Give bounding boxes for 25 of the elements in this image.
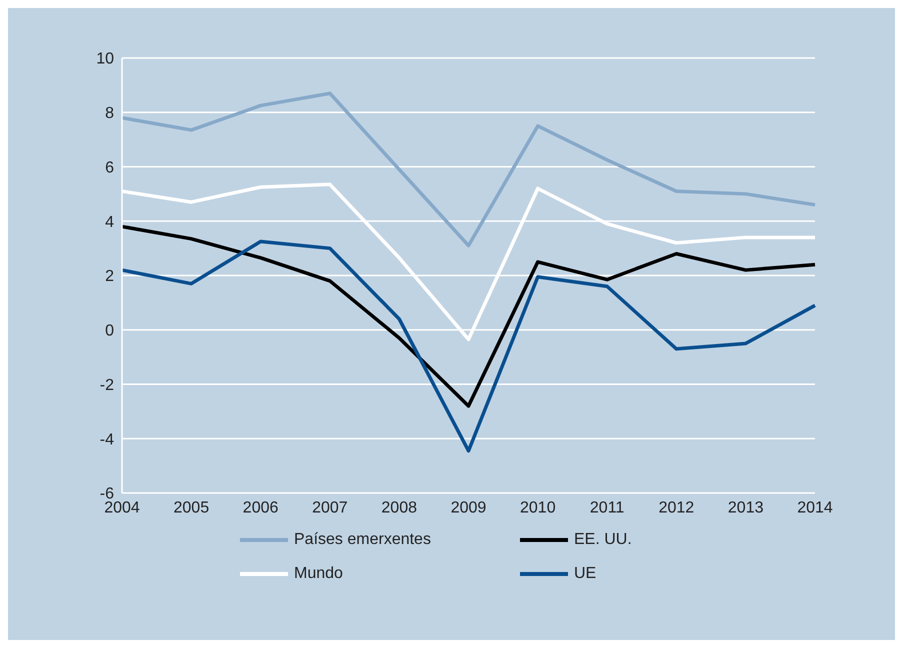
y-tick-label: 8 [105,105,114,122]
x-tick-label: 2007 [312,499,348,516]
y-tick-label: -4 [100,431,114,448]
y-tick-label: 6 [105,159,114,176]
y-tick-label: -2 [100,376,114,394]
line-series [120,224,817,408]
y-tick-label: 2 [105,268,114,286]
legend-label: EE. UU. [574,531,632,549]
x-tick-label: 2012 [658,499,694,516]
legend-label: UE [574,565,596,583]
x-tick-label: 2013 [728,499,764,516]
x-tick-label: 2011 [590,499,624,516]
y-tick-label: 4 [105,214,114,231]
x-tick-label: 2009 [450,499,486,516]
line-series [120,240,817,453]
legend-label: Países emerxentes [294,531,431,549]
legend-label: Mundo [294,565,343,583]
x-tick-label: 2010 [520,499,556,516]
y-tick-label: 10 [96,50,114,68]
x-tick-label: 2008 [381,499,418,516]
x-tick-label: 2006 [242,499,278,516]
x-tick-label: 2014 [797,499,833,516]
y-tick-label: 0 [105,322,114,340]
x-tick-label: 2005 [174,499,210,516]
line-series [120,92,817,248]
